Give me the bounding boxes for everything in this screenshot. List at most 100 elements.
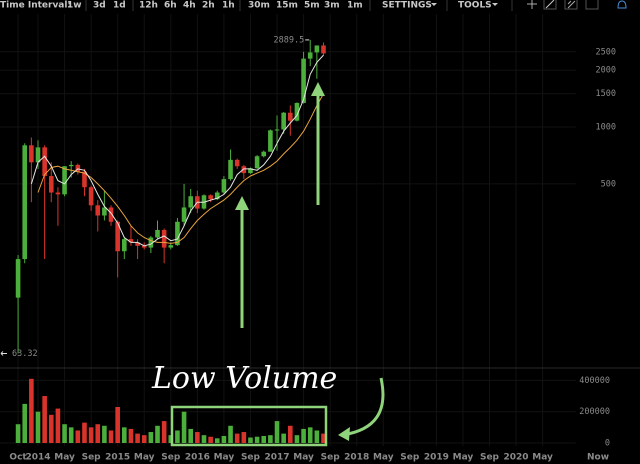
volume-bar: [135, 433, 140, 443]
x-tick-label: 2014: [25, 453, 50, 463]
candle-body: [108, 207, 114, 222]
interval-button[interactable]: 15m: [276, 1, 298, 11]
candle-body: [42, 147, 47, 177]
candle-body: [141, 245, 147, 248]
interval-button[interactable]: 1d: [113, 1, 126, 11]
interval-button[interactable]: 1h: [222, 1, 235, 11]
crosshair-icon[interactable]: [527, 0, 537, 9]
x-tick-label: May: [373, 453, 394, 463]
volume-bar: [161, 421, 167, 443]
candle-body: [208, 195, 213, 200]
candle-body: [55, 192, 61, 195]
x-tick-label: 2015: [105, 453, 130, 463]
y-tick-label: 2000: [596, 66, 616, 76]
tools-menu[interactable]: TOOLS: [458, 1, 492, 11]
interval-label: Time Interval:: [0, 1, 71, 11]
x-tick-label: May: [293, 453, 314, 463]
volume-bar: [195, 432, 200, 443]
candle-body: [62, 166, 67, 195]
x-tick-label: May: [453, 453, 474, 463]
marks: [15, 39, 326, 443]
candle-body: [48, 176, 54, 193]
candle-body: [102, 207, 107, 216]
interval-button[interactable]: 4h: [183, 1, 196, 11]
annotation: Low Volume: [151, 361, 337, 396]
volume-bar: [148, 432, 154, 443]
interval-button[interactable]: 3d: [93, 1, 106, 11]
volume-bar: [82, 422, 87, 443]
candle-body: [29, 145, 34, 163]
interval-button[interactable]: 1w: [67, 1, 82, 11]
settings-menu[interactable]: SETTINGS: [382, 1, 432, 11]
volume-bar: [294, 435, 300, 443]
candle-body: [161, 229, 167, 248]
x-tick-label: 2018: [344, 453, 369, 463]
volume-bar: [122, 427, 127, 443]
interval-button[interactable]: 2h: [202, 1, 215, 11]
candle-body: [234, 159, 240, 167]
min-pointer: [0, 351, 7, 356]
volume-bar: [22, 403, 28, 443]
interval-button[interactable]: 3m: [324, 1, 340, 11]
candle-body: [181, 207, 187, 222]
volume-bar: [175, 430, 180, 443]
volume-bar: [241, 432, 247, 443]
volume-bar: [95, 424, 101, 443]
fib-icon: [567, 0, 576, 9]
caret: [431, 3, 437, 6]
arrow-head: [235, 196, 249, 210]
candle-body: [288, 112, 293, 121]
candle-body: [115, 221, 120, 252]
volume-bar: [307, 427, 313, 443]
interval-button[interactable]: 1m: [347, 1, 363, 11]
highlight-box: [170, 405, 328, 447]
bell-icon[interactable]: [617, 0, 627, 9]
x-tick-label: Oct: [9, 453, 27, 463]
now-label: Now: [587, 453, 609, 463]
line-icon-box[interactable]: [543, 0, 557, 10]
x-tick-label: 2016: [185, 453, 210, 463]
candle-body: [281, 112, 286, 130]
x-tick-label: Sep: [241, 453, 261, 463]
volume-bar: [128, 428, 134, 443]
interval-button[interactable]: 12h: [139, 1, 158, 11]
volume-bar: [115, 407, 120, 443]
toolbar-bg: [0, 0, 640, 12]
interval-button[interactable]: 30m: [248, 1, 270, 11]
volume-bar: [55, 408, 61, 443]
grid-icon[interactable]: [564, 0, 578, 10]
candle-body: [122, 239, 127, 252]
line-icon: [545, 0, 555, 9]
x-tick-label: 2020: [504, 453, 529, 463]
y2-tick-label: 0: [605, 439, 610, 449]
interval-button[interactable]: 6h: [164, 1, 177, 11]
moving-average: [30, 54, 324, 247]
volume-bar: [248, 437, 253, 443]
candle-body: [95, 205, 101, 216]
candle-body: [88, 187, 94, 206]
text-icon[interactable]: [585, 0, 599, 10]
x-tick-label: Sep: [82, 453, 102, 463]
candle-body: [254, 156, 260, 169]
volume-bar: [68, 427, 74, 443]
x-tick-label: Sep: [480, 453, 500, 463]
volume-bar: [108, 430, 114, 443]
volume-bar: [234, 433, 240, 443]
y-tick-label: 500: [601, 179, 616, 189]
candle-body: [175, 221, 180, 246]
candle-body: [314, 45, 320, 53]
y-tick-label: 1500: [596, 89, 616, 99]
volume-bar: [88, 427, 94, 443]
candle-body: [82, 171, 87, 188]
x-tick-label: May: [54, 453, 75, 463]
volume-bar: [201, 435, 207, 443]
x-tick-label: 2019: [424, 453, 449, 463]
interval-button[interactable]: 5m: [304, 1, 320, 11]
candle-body: [214, 192, 220, 200]
candle-body: [221, 179, 227, 193]
candle-body: [301, 58, 306, 103]
min-price-label: 63.32: [12, 349, 38, 359]
volume-bar: [15, 424, 21, 443]
candle-body: [274, 129, 280, 131]
